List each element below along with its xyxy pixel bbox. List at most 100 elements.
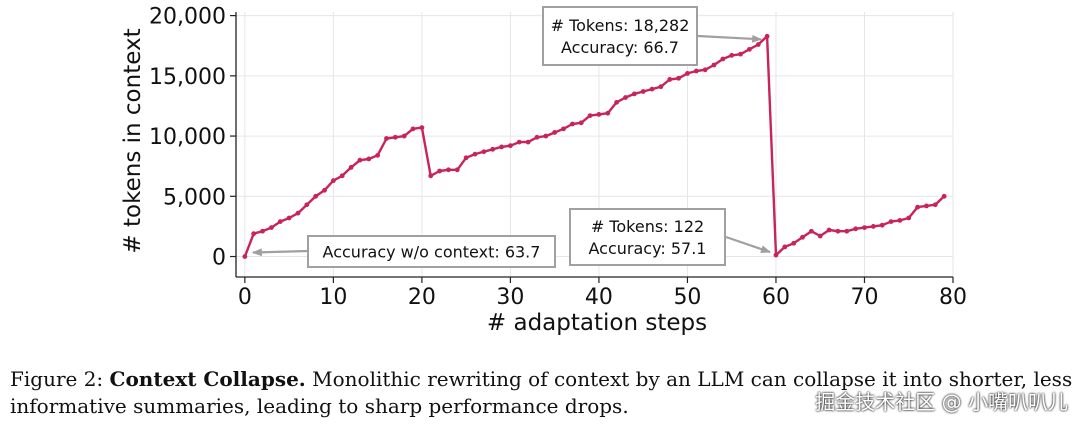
annotation-arrow	[725, 235, 771, 254]
data-point	[313, 193, 319, 199]
data-point	[481, 149, 487, 155]
y-tick-label: 10,000	[149, 125, 226, 150]
caption-line-2: informative summaries, leading to sharp …	[10, 394, 629, 418]
data-point	[348, 164, 354, 170]
data-point	[499, 144, 504, 150]
x-tick-label: 70	[850, 285, 878, 310]
annotation-text: # Tokens: 122	[591, 217, 704, 236]
annotation-text: Accuracy: 57.1	[589, 239, 707, 258]
data-point	[322, 187, 327, 193]
caption-line-1-rest: Monolithic rewriting of context by an LL…	[305, 367, 1073, 391]
data-point	[631, 91, 637, 97]
data-point	[667, 77, 673, 82]
data-point	[490, 146, 496, 152]
data-point	[454, 167, 460, 173]
data-point	[640, 89, 646, 94]
data-point	[897, 217, 903, 223]
x-tick-label: 0	[238, 285, 252, 310]
data-point	[561, 126, 566, 132]
data-point	[676, 75, 681, 81]
x-tick-label: 40	[585, 285, 613, 310]
data-point	[543, 133, 549, 139]
line-chart: 0 10 20 30 40 50 60 70 80 0 5,000 10,000 15,000 20,0…	[120, 5, 967, 336]
data-point	[817, 233, 823, 239]
data-point	[472, 151, 478, 157]
data-point	[729, 52, 735, 58]
data-point	[286, 215, 292, 221]
x-tick-label: 10	[319, 285, 347, 310]
x-axis-label: # adaptation steps	[487, 310, 707, 336]
data-point	[791, 240, 797, 246]
figure-caption: Figure 2: Context Collapse. Monolithic r…	[10, 366, 1080, 420]
data-point	[437, 168, 442, 174]
data-point	[392, 134, 398, 140]
series-tokens	[242, 33, 947, 259]
data-point	[853, 226, 859, 232]
data-point	[906, 215, 912, 221]
data-point	[534, 134, 540, 140]
annotation-arrow	[697, 34, 763, 43]
data-point	[915, 204, 920, 210]
data-point	[260, 228, 265, 234]
data-point	[508, 143, 513, 149]
data-point	[251, 231, 257, 237]
data-point	[463, 155, 469, 161]
y-axis-label: # tokens in context	[120, 28, 146, 253]
data-point	[428, 173, 434, 179]
x-tick-label: 80	[939, 285, 967, 310]
data-point	[879, 222, 885, 228]
caption-prefix: Figure 2:	[10, 367, 110, 391]
data-point	[747, 46, 752, 52]
annotation-peak: # Tokens: 18,282 Accuracy: 66.7	[542, 6, 763, 66]
data-point	[242, 254, 248, 259]
x-ticks: 0 10 20 30 40 50 60 70 80	[238, 277, 967, 310]
data-point	[339, 173, 345, 179]
data-point	[295, 210, 301, 216]
annotation-text: # Tokens: 18,282	[551, 16, 690, 35]
data-point	[870, 224, 876, 229]
data-point	[782, 244, 788, 250]
data-point	[587, 113, 593, 118]
data-point	[384, 136, 389, 141]
data-point	[401, 133, 407, 139]
data-point	[269, 225, 274, 231]
annotation-text: Accuracy: 66.7	[561, 38, 679, 57]
x-tick-label: 30	[496, 285, 524, 310]
data-point	[366, 156, 372, 162]
data-point	[357, 157, 363, 163]
data-point	[844, 228, 850, 234]
x-tick-label: 60	[762, 285, 790, 310]
data-point	[924, 203, 929, 209]
y-ticks: 0 5,000 10,000 15,000 20,000	[149, 5, 236, 271]
data-point	[596, 111, 602, 117]
data-point	[720, 56, 726, 62]
data-point	[410, 126, 416, 132]
data-point	[764, 33, 770, 39]
data-point	[277, 219, 283, 224]
data-point	[702, 67, 708, 73]
data-point	[685, 71, 690, 76]
annotation-text: Accuracy w/o context: 63.7	[323, 243, 541, 262]
data-point	[800, 234, 805, 240]
axes	[235, 12, 953, 278]
data-point	[658, 84, 664, 90]
data-point	[605, 110, 611, 116]
data-point	[755, 42, 761, 47]
data-point	[835, 228, 841, 234]
annotation-box	[307, 235, 556, 268]
annotation-start: Accuracy w/o context: 63.7	[251, 235, 556, 268]
annotation-box	[569, 208, 726, 266]
data-point	[808, 228, 814, 234]
annotation-arrow	[251, 248, 309, 257]
data-point	[888, 219, 894, 224]
data-point	[614, 99, 620, 105]
data-point	[826, 227, 832, 233]
data-point	[569, 121, 575, 127]
caption-line-1: Figure 2: Context Collapse. Monolithic r…	[10, 366, 1080, 393]
data-point	[578, 120, 584, 126]
data-point	[623, 95, 628, 100]
data-point	[773, 252, 779, 258]
y-tick-label: 20,000	[149, 5, 226, 30]
data-point	[304, 202, 310, 208]
